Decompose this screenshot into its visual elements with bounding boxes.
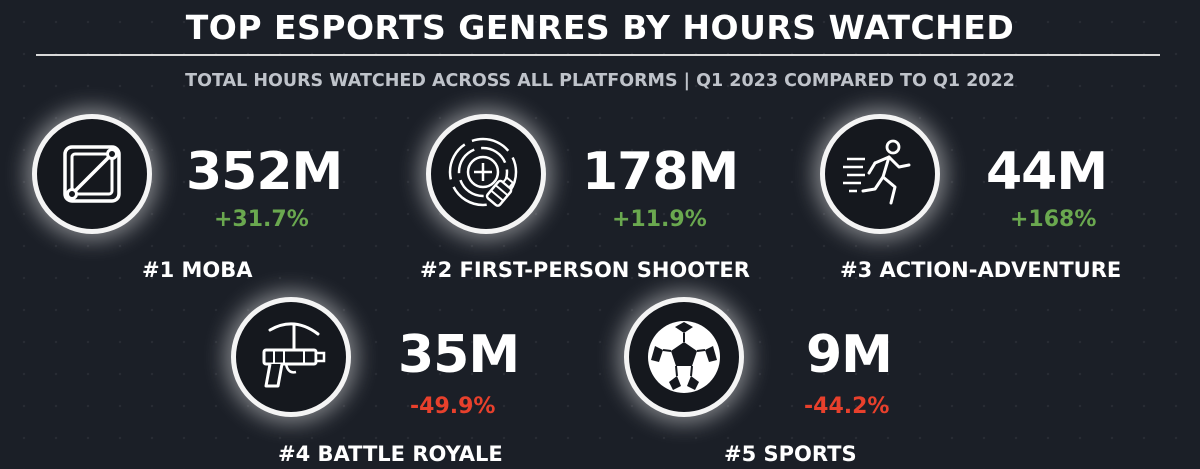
hours-value-5: 9M bbox=[806, 325, 893, 385]
hours-value-4: 35M bbox=[398, 325, 520, 385]
hours-value-1: 352M bbox=[186, 142, 343, 202]
genre-icon-circle-4 bbox=[231, 297, 351, 417]
soccer-ball-icon bbox=[648, 321, 720, 393]
change-value-2: +11.9% bbox=[612, 207, 707, 232]
change-value-3: +168% bbox=[1010, 207, 1097, 232]
title-divider bbox=[36, 54, 1160, 56]
genre-label-1: #1 MOBA bbox=[142, 258, 253, 282]
genre-label-3: #3 ACTION-ADVENTURE bbox=[840, 258, 1122, 282]
genre-icon-circle-2 bbox=[426, 114, 546, 234]
genre-label-4: #4 BATTLE ROYALE bbox=[278, 442, 503, 466]
hours-value-2: 178M bbox=[582, 142, 739, 202]
hours-value-3: 44M bbox=[986, 142, 1108, 202]
genre-icon-circle-5 bbox=[624, 297, 744, 417]
change-value-4: -49.9% bbox=[410, 394, 496, 419]
pickaxe-gun-icon bbox=[262, 322, 326, 388]
chart-subtitle: TOTAL HOURS WATCHED ACROSS ALL PLATFORMS… bbox=[185, 71, 1015, 91]
moba-map-icon bbox=[63, 145, 121, 203]
change-value-5: -44.2% bbox=[804, 394, 890, 419]
genre-icon-circle-3 bbox=[820, 114, 940, 234]
running-person-icon bbox=[843, 139, 911, 205]
change-value-1: +31.7% bbox=[214, 207, 309, 232]
genre-icon-circle-1 bbox=[32, 114, 152, 234]
chart-title: TOP ESPORTS GENRES BY HOURS WATCHED bbox=[185, 8, 1015, 47]
genre-label-2: #2 FIRST-PERSON SHOOTER bbox=[420, 258, 750, 282]
genre-label-5: #5 SPORTS bbox=[724, 442, 857, 466]
crosshair-grenade-icon bbox=[448, 137, 518, 207]
